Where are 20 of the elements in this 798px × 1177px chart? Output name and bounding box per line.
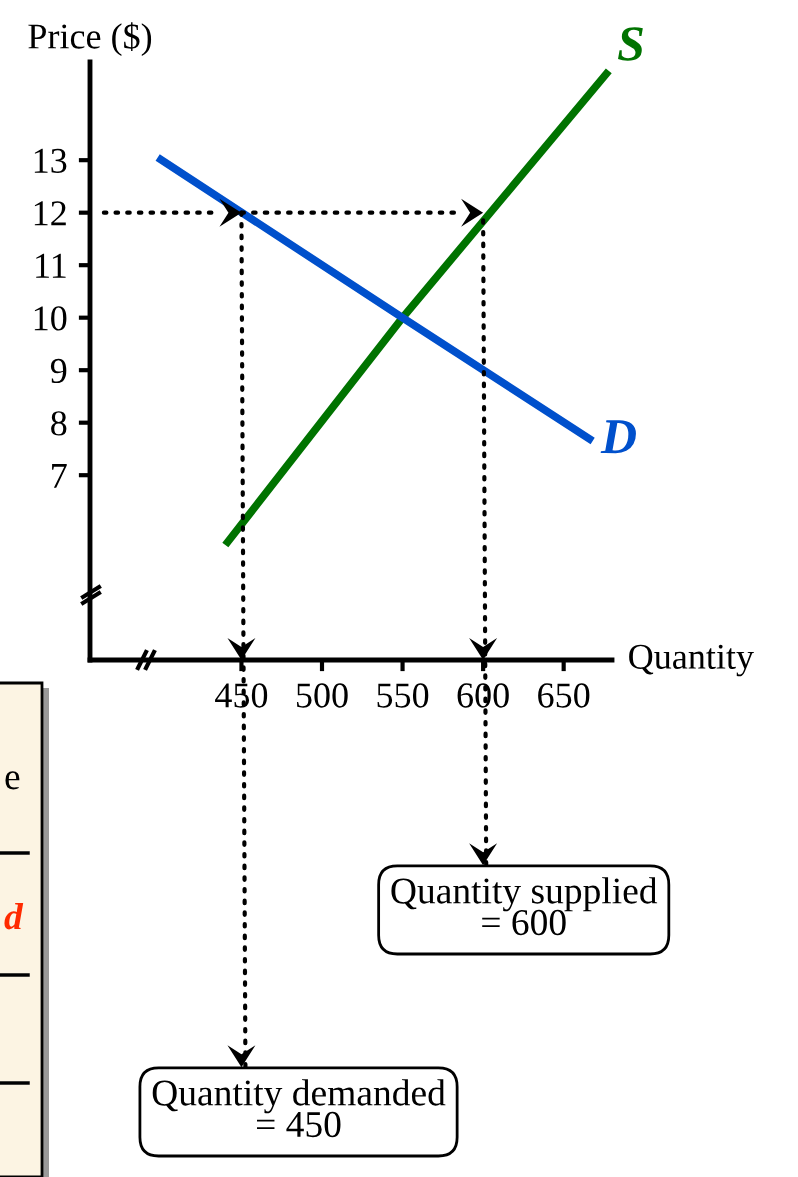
y-tick-label: 13 xyxy=(34,148,67,174)
y-tick-label: 12 xyxy=(34,201,66,226)
series-label: D xyxy=(600,420,636,454)
x-tick-label: 650 xyxy=(538,683,590,708)
x-tick-label: 600 xyxy=(457,683,509,708)
annotation: Quantity supplied = 600 xyxy=(391,877,658,936)
series-label: S xyxy=(618,27,643,61)
y-tick-label: 10 xyxy=(34,306,67,331)
y-axis-title: Price ($) xyxy=(28,22,152,57)
y-tick-label: 9 xyxy=(50,358,67,384)
y-tick-label: 11 xyxy=(36,253,66,278)
annotation: Quantity demanded = 450 xyxy=(152,1079,446,1138)
y-tick-label: 7 xyxy=(52,464,67,488)
x-tick-label: 550 xyxy=(377,683,429,708)
x-axis-title: Quantity xyxy=(629,644,754,677)
text: d xyxy=(4,903,24,930)
text: e xyxy=(5,771,20,790)
x-tick-label: 450 xyxy=(215,683,268,708)
x-tick-label: 500 xyxy=(297,683,348,708)
y-tick-label: 8 xyxy=(51,411,67,436)
